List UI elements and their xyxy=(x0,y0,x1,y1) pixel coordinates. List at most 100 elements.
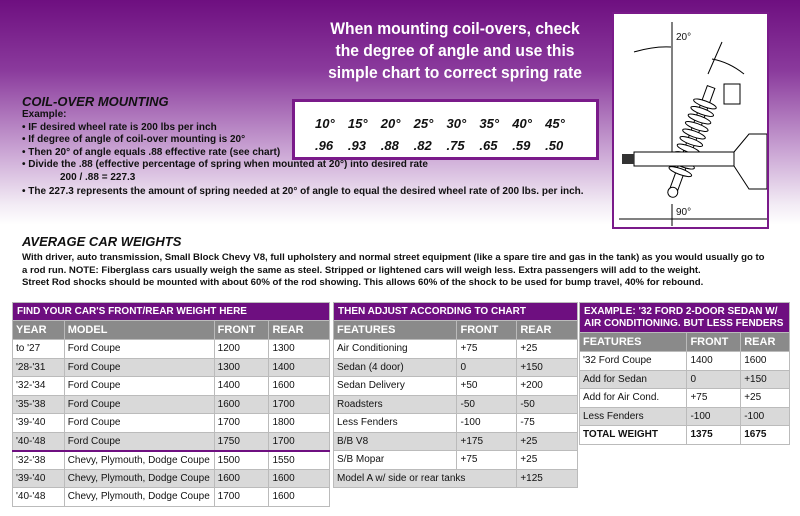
average-weights-text: With driver, auto transmission, Small Bl… xyxy=(22,252,800,290)
table-cell: '40-'48 xyxy=(12,487,65,507)
table-caption: EXAMPLE: '32 FORD 2-DOOR SEDAN W/ AIR CO… xyxy=(579,302,790,333)
table-row: S/B Mopar +75 +25 xyxy=(332,450,578,470)
example-bullet: • Divide the .88 (effective percentage o… xyxy=(22,159,428,170)
table-cell: 0 xyxy=(456,357,518,377)
table-cell: 1600 xyxy=(268,468,330,488)
table-cell: 1200 xyxy=(213,339,270,359)
table-row: Less Fenders -100 -100 xyxy=(578,406,790,426)
angle-value: 25° xyxy=(413,116,434,131)
example-label: Example: xyxy=(22,109,67,120)
column-header-features: FEATURES xyxy=(332,320,458,340)
table-row: Add for Air Cond. +75 +25 xyxy=(578,388,790,408)
angle-value: 20° xyxy=(380,116,401,131)
table-cell: Add for Sedan xyxy=(578,369,688,389)
rate-value: .96 xyxy=(315,137,334,153)
table-cell: -100 xyxy=(686,406,742,426)
table-cell: B/B V8 xyxy=(332,431,458,451)
rate-value: .59 xyxy=(512,137,531,153)
table-row: Sedan (4 door) 0 +150 xyxy=(332,357,578,377)
angle-label-90: 90° xyxy=(676,207,692,218)
table-cell: '39-'40 xyxy=(12,413,65,433)
paragraph-line: With driver, auto transmission, Small Bl… xyxy=(22,252,765,263)
example-bullet: • If degree of angle of coil-over mounti… xyxy=(22,134,246,145)
table-cell: +25 xyxy=(516,431,578,451)
column-header-rear: REAR xyxy=(516,320,578,340)
example-formula: 200 / .88 = 227.3 xyxy=(60,171,136,183)
table-cell: '32 Ford Coupe xyxy=(578,351,688,371)
headline-line: the degree of angle and use this xyxy=(335,41,575,60)
table-row: '28-'31 Ford Coupe 1300 1400 xyxy=(12,357,330,377)
table-cell: 1750 xyxy=(213,431,270,451)
angle-value: 30° xyxy=(446,116,467,131)
table-cell: '32-'34 xyxy=(12,376,65,396)
table-cell: -50 xyxy=(456,394,518,414)
table-cell: 1700 xyxy=(213,487,270,507)
total-row: TOTAL WEIGHT 1375 1675 xyxy=(578,425,790,445)
table-cell: -100 xyxy=(740,406,790,426)
table-cell: 1300 xyxy=(268,339,330,359)
table-cell: Ford Coupe xyxy=(63,339,215,359)
table-cell: +75 xyxy=(456,339,518,359)
paragraph-line: Street Rod shocks should be mounted with… xyxy=(22,277,704,288)
table-cell: Roadsters xyxy=(332,394,458,414)
column-header-model: MODEL xyxy=(63,320,215,340)
table-row: Air Conditioning +75 +25 xyxy=(332,339,578,359)
table-cell: 1550 xyxy=(268,449,330,470)
column-header-year: YEAR xyxy=(12,320,65,340)
headline: When mounting coil-overs, check the degr… xyxy=(312,18,597,84)
coil-over-title: COIL-OVER MOUNTING xyxy=(22,94,169,109)
table-cell: Air Conditioning xyxy=(332,339,458,359)
table-cell: +25 xyxy=(516,450,578,470)
table-cell: Less Fenders xyxy=(332,413,458,433)
table-cell: Ford Coupe xyxy=(63,376,215,396)
table-row: Add for Sedan 0 +150 xyxy=(578,369,790,389)
table-cell: 1600 xyxy=(268,376,330,396)
rate-value: .88 xyxy=(380,137,399,153)
table-cell: +150 xyxy=(516,357,578,377)
table-row: '32-'34 Ford Coupe 1400 1600 xyxy=(12,376,330,396)
angle-value: 35° xyxy=(479,116,500,131)
table-row: '40-'48 Ford Coupe 1750 1700 xyxy=(12,431,330,451)
table-cell: '35-'38 xyxy=(12,394,65,414)
table-cell: 1375 xyxy=(686,425,742,445)
table-cell: 1400 xyxy=(268,357,330,377)
table-cell: 1700 xyxy=(268,431,330,451)
table-cell: +200 xyxy=(516,376,578,396)
table-caption: FIND YOUR CAR'S FRONT/REAR WEIGHT HERE xyxy=(12,302,330,321)
table-cell: 1800 xyxy=(268,413,330,433)
table-cell: S/B Mopar xyxy=(332,450,458,470)
table-cell: 1600 xyxy=(268,487,330,507)
table-row: '32 Ford Coupe 1400 1600 xyxy=(578,351,790,371)
table-cell: -75 xyxy=(516,413,578,433)
table-row: Sedan Delivery +50 +200 xyxy=(332,376,578,396)
paragraph-line: a rod run. NOTE: Fiberglass cars usually… xyxy=(22,264,701,276)
table-cell: +150 xyxy=(740,369,790,389)
rate-value: .82 xyxy=(413,137,432,153)
table-cell: 1700 xyxy=(268,394,330,414)
column-header-front: FRONT xyxy=(456,320,518,340)
table-cell: Ford Coupe xyxy=(63,357,215,377)
angle-value: 40° xyxy=(512,116,532,131)
table-cell: Ford Coupe xyxy=(63,394,215,414)
table-row: '35-'38 Ford Coupe 1600 1700 xyxy=(12,394,330,414)
table-cell: 1400 xyxy=(686,351,742,371)
rate-value: .75 xyxy=(446,137,465,153)
table-cell: 1600 xyxy=(740,351,790,371)
table-row: '32-'38 Chevy, Plymouth, Dodge Coupe 1500 1… xyxy=(12,449,330,470)
coil-over-diagram: 20° 90° xyxy=(612,12,769,229)
adjust-table: THEN ADJUST ACCORDING TO CHART FEATURES … xyxy=(332,302,578,488)
table-cell: Ford Coupe xyxy=(63,413,215,433)
table-cell: 1400 xyxy=(213,376,270,396)
table-caption: THEN ADJUST ACCORDING TO CHART xyxy=(333,302,578,321)
headline-line: simple chart to correct spring rate xyxy=(328,63,582,82)
table-cell: Chevy, Plymouth, Dodge Coupe xyxy=(63,449,215,470)
table-cell: TOTAL WEIGHT xyxy=(578,425,688,445)
rate-value: .50 xyxy=(545,137,564,153)
table-row: '39-'40 Chevy, Plymouth, Dodge Coupe 1600 1… xyxy=(12,468,330,488)
column-header-features: FEATURES xyxy=(578,332,688,352)
table-cell: +75 xyxy=(686,388,742,408)
table-cell: '40-'48 xyxy=(12,431,65,451)
rate-value: .65 xyxy=(479,137,498,153)
table-row: to '27 Ford Coupe 1200 1300 xyxy=(12,339,330,359)
example-bullet: • IF desired wheel rate is 200 lbs per i… xyxy=(22,121,217,133)
